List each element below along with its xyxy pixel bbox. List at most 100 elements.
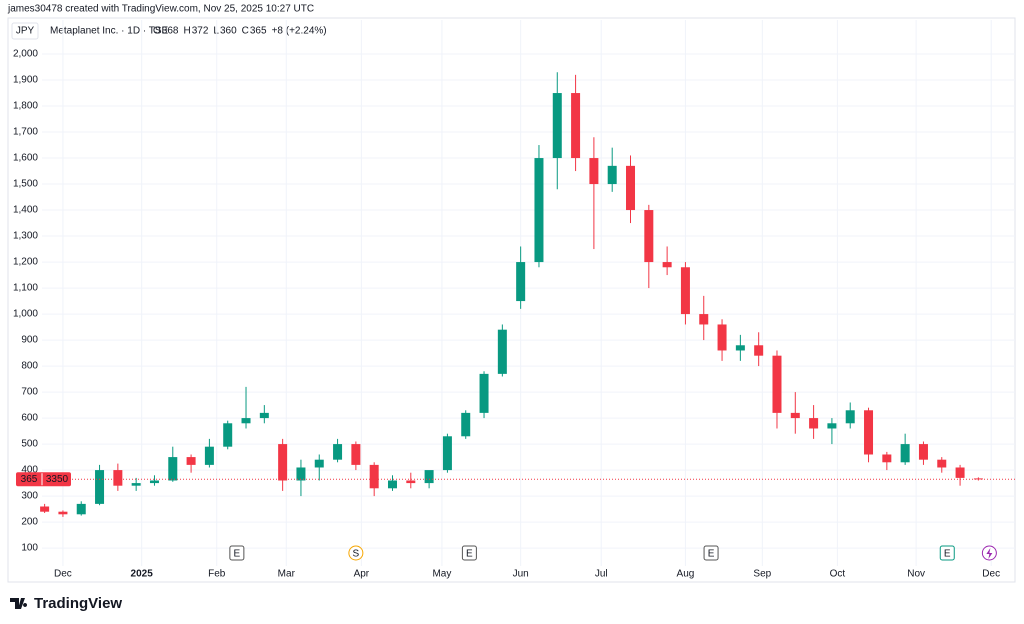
event-icon (986, 548, 993, 559)
event-marker (703, 545, 719, 561)
candle-body (149, 480, 159, 484)
candle-body (95, 470, 105, 504)
event-label: E (234, 549, 241, 560)
event-marker (229, 545, 245, 561)
x-tick-label: Jun (513, 569, 529, 580)
candle-body (58, 511, 68, 515)
candle-body (296, 467, 306, 481)
event-label: E (708, 549, 715, 560)
event-label: E (944, 549, 951, 560)
candle-body (845, 410, 855, 424)
candle-body (204, 446, 214, 465)
header-text: james30478 created with TradingView.com,… (7, 4, 314, 15)
price-badge-value: 365 (21, 474, 38, 485)
candle-body (918, 444, 928, 460)
candle-body (552, 93, 562, 159)
x-tick-label: Feb (208, 569, 226, 580)
legend-value: 365 (250, 26, 267, 37)
candle-body (131, 483, 141, 486)
legend-key: H (183, 26, 190, 37)
candle-body (223, 423, 233, 447)
y-tick-label: 1,700 (13, 127, 38, 138)
y-tick-label: 1,300 (13, 231, 38, 242)
y-tick-label: 2,000 (13, 49, 38, 60)
x-tick-label: Dec (982, 569, 1000, 580)
countdown: 3350 (46, 474, 69, 485)
candle-body (497, 329, 507, 374)
candle-body (754, 345, 764, 356)
candle-body (680, 267, 690, 315)
y-tick-label: 1,200 (13, 257, 38, 268)
y-tick-label: 1,600 (13, 153, 38, 164)
candle-body (882, 454, 892, 463)
legend-key: O (153, 26, 161, 37)
brand-text: TradingView (34, 595, 122, 612)
price-badge (16, 472, 71, 487)
candle-body (735, 345, 745, 351)
y-tick-label: 100 (21, 543, 38, 554)
x-tick-label: Sep (753, 569, 771, 580)
candle-body (571, 93, 581, 159)
candle-body (76, 503, 86, 515)
event-marker (939, 545, 955, 561)
candle-body (772, 355, 782, 413)
event-marker (461, 545, 477, 561)
candle-body (461, 412, 471, 437)
y-tick-label: 1,100 (13, 283, 38, 294)
candle-body (369, 464, 379, 489)
brand-icon (10, 598, 28, 609)
event-marker (348, 545, 364, 561)
candle-body (607, 165, 617, 185)
currency-box (11, 22, 39, 40)
y-tick-label: 400 (21, 465, 38, 476)
brand: TradingView (10, 595, 122, 612)
x-tick-label: Dec (54, 569, 72, 580)
candle-body (479, 373, 489, 413)
candle-body (351, 444, 361, 465)
event-label: E (466, 549, 473, 560)
plot: 100 200 300 400 500 600 700 800 900 1,000 1,100 1,2… (13, 20, 1015, 580)
y-tick-label: 900 (21, 335, 38, 346)
candle-body (644, 210, 654, 263)
candle-body (717, 324, 727, 351)
x-tick-label: 2025 (131, 569, 154, 580)
legend-value: 372 (192, 26, 209, 37)
y-tick-label: 1,500 (13, 179, 38, 190)
y-tick-label: 1,000 (13, 309, 38, 320)
y-tick-label: 800 (21, 361, 38, 372)
legend-value: 368 (162, 26, 179, 37)
candle-body (241, 418, 251, 424)
candle-body (809, 418, 819, 429)
y-tick-label: 500 (21, 439, 38, 450)
symbol: Metaplanet Inc. · 1D · TSE (50, 26, 169, 37)
candle-body (937, 459, 947, 468)
x-tick-label: Apr (354, 569, 370, 580)
ohlc-legend: O 368 H 372 L 360 C 365 +8 (+2.24%) (153, 26, 327, 37)
candle-body (259, 412, 269, 419)
x-tick-label: Nov (907, 569, 925, 580)
x-tick-label: May (432, 569, 451, 580)
candle-body (662, 262, 672, 268)
legend-key: C (242, 26, 249, 37)
x-tick-label: Oct (830, 569, 846, 580)
candle-body (113, 470, 123, 486)
candle-body (278, 444, 288, 481)
candle-body (589, 158, 599, 185)
candle-body (827, 423, 837, 429)
y-tick-label: 700 (21, 387, 38, 398)
candle-body (955, 467, 965, 478)
candle-body (790, 412, 800, 419)
candle-body (516, 262, 526, 302)
x-tick-label: Mar (278, 569, 296, 580)
y-tick-label: 200 (21, 517, 38, 528)
candle-body (168, 457, 178, 481)
candle-body (864, 410, 874, 455)
candle-body (442, 436, 452, 471)
currency: JPY (16, 26, 35, 37)
y-tick-label: 1,400 (13, 205, 38, 216)
candle-body (333, 444, 343, 460)
legend-change: +8 (+2.24%) (272, 26, 327, 37)
y-tick-label: 300 (21, 491, 38, 502)
x-tick-label: Aug (677, 569, 695, 580)
